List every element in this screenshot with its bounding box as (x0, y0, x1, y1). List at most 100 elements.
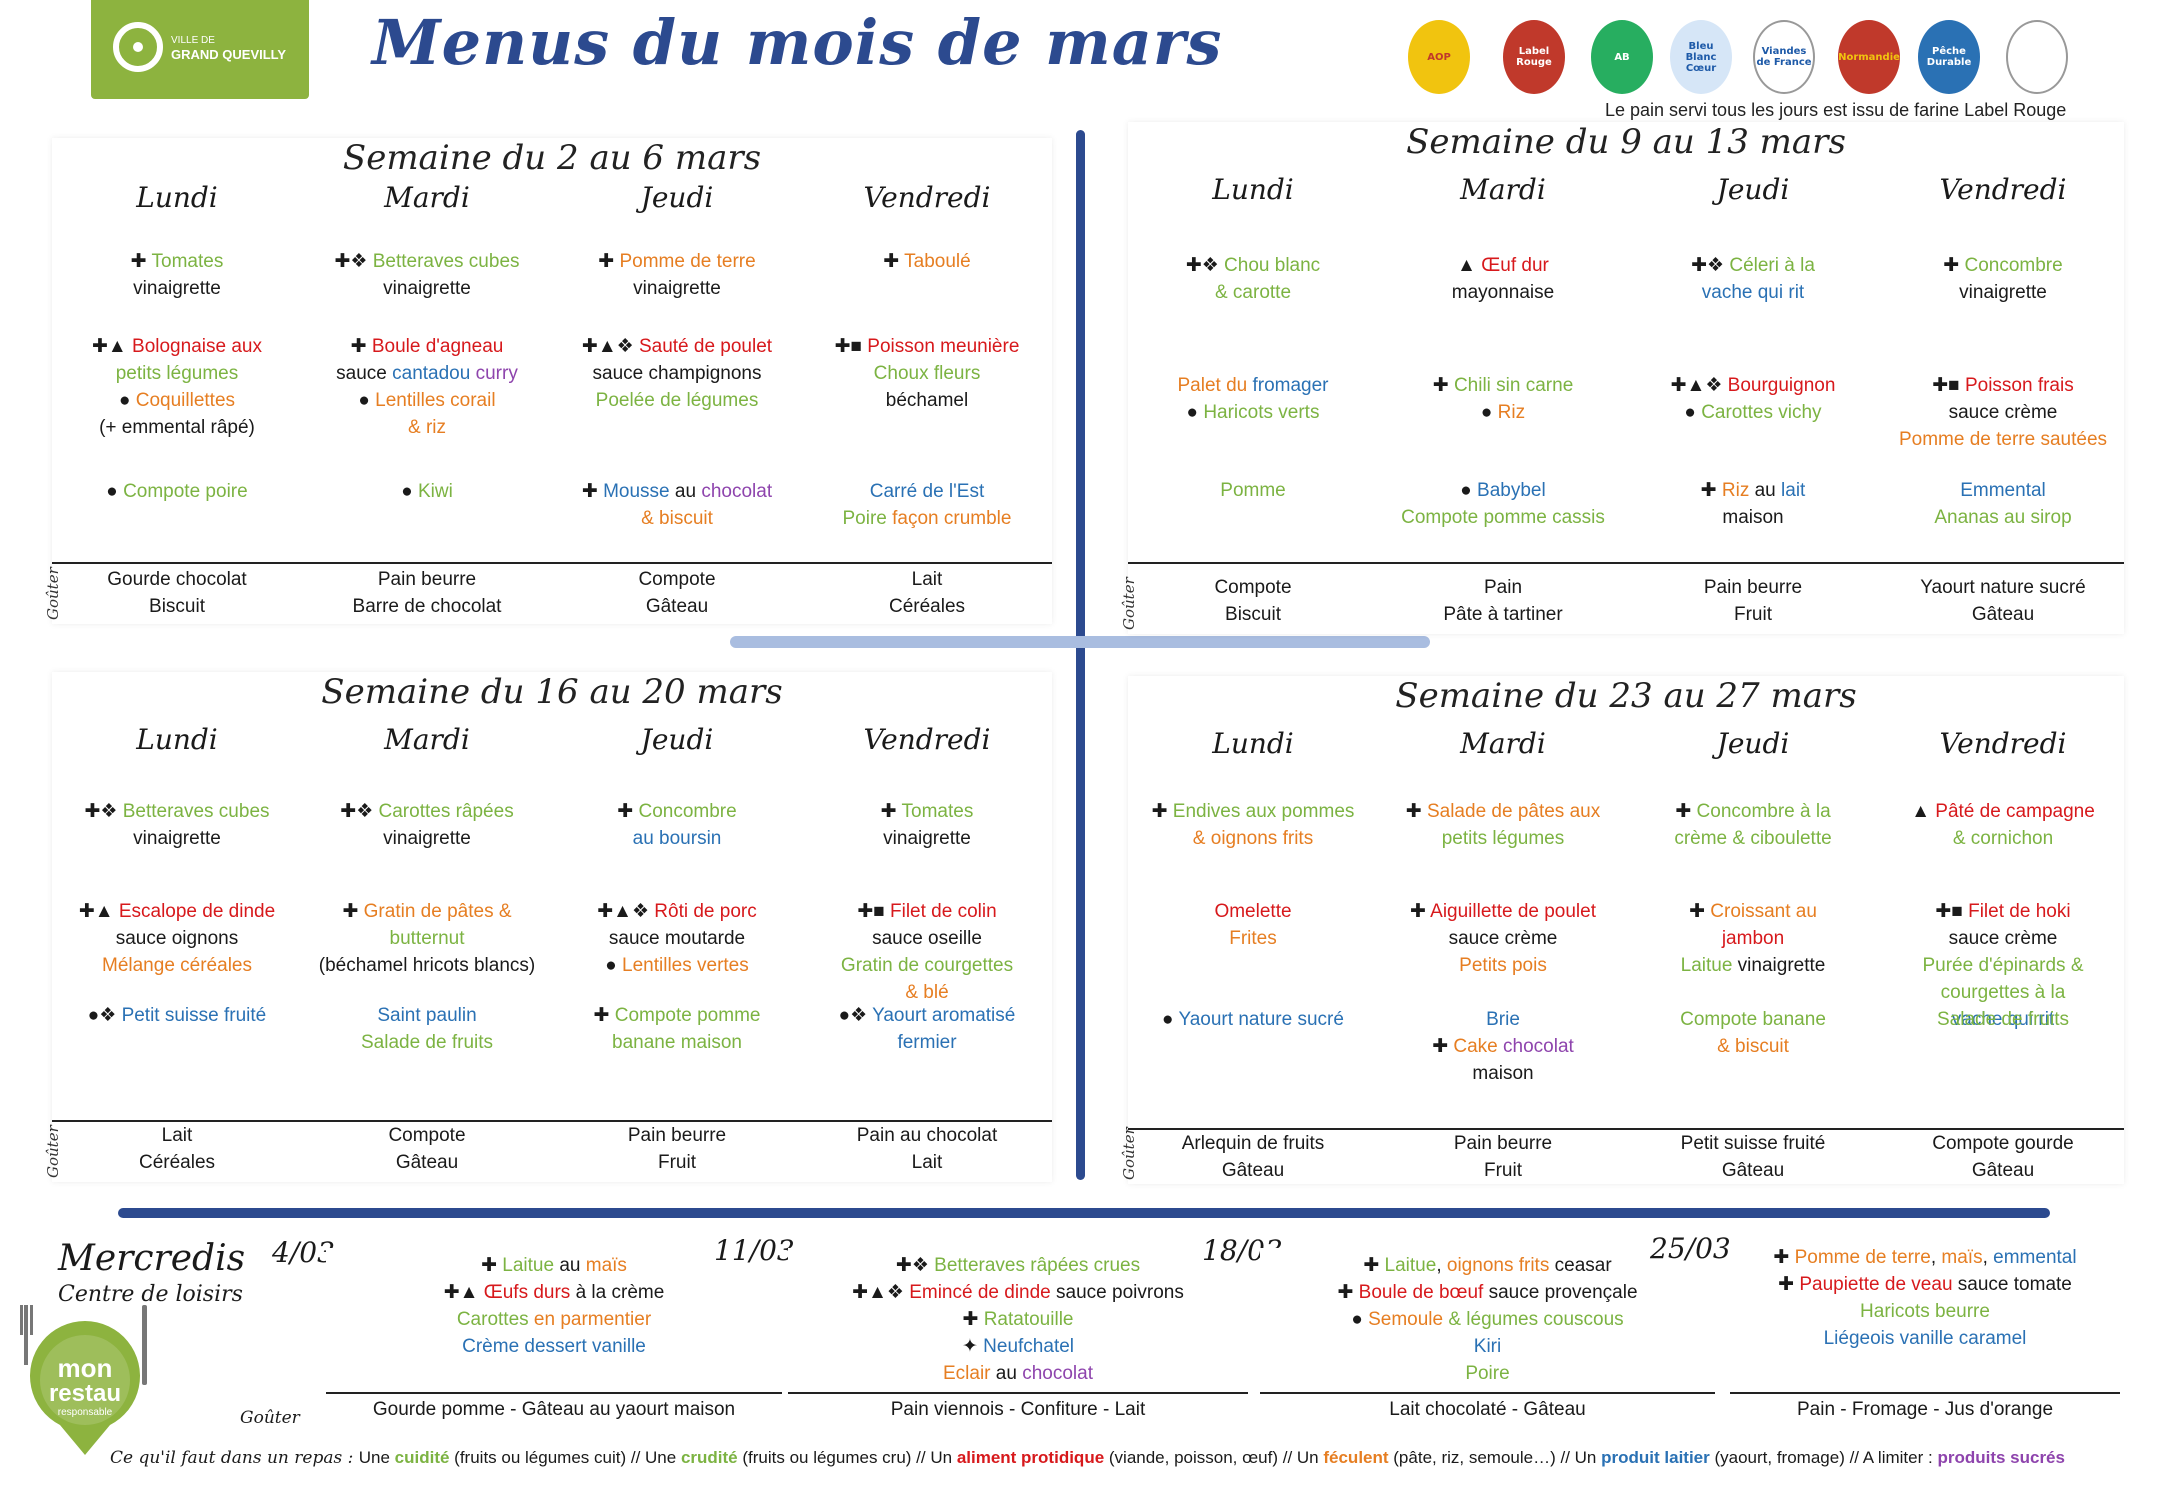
menu-text: ▲ (1911, 801, 1936, 822)
gouter-cell: Compote Gâteau (302, 1122, 552, 1176)
menu-text: crème & ciboulette (1674, 828, 1832, 849)
menu-text: emmental (1993, 1247, 2077, 1268)
gouter-item: Barre de chocolat (352, 596, 502, 617)
menu-text: lait (1781, 480, 1806, 501)
plat-line: Omelette (1128, 898, 1378, 925)
menu-text: Riz (1721, 480, 1750, 501)
menu-text: Gratin de courgettes (840, 955, 1014, 976)
mercredi-line: ✚❖ Betteraves râpées crues (788, 1252, 1248, 1279)
entree-line: & oignons frits (1128, 825, 1378, 852)
menu-text: Rôti de porc (654, 901, 757, 922)
dessert-cell: ● Babybel Compote pomme cassis (1378, 477, 1628, 531)
ville-logo: VILLE DE GRAND QUEVILLY (91, 0, 309, 99)
day-column-jeudi: Jeudi ✚ Concombre au boursin ✚▲❖ Rôti de po… (552, 672, 802, 1182)
mercredi-line: ✚ Laitue au maïs (326, 1252, 782, 1279)
gouter-cell: Pain au chocolat Lait (802, 1122, 1052, 1176)
menu-text: ● (1480, 402, 1498, 423)
menu-text: mayonnaise (1451, 282, 1555, 303)
menu-text: ✦ (961, 1336, 984, 1357)
menu-text: Omelette (1214, 901, 1292, 922)
gouter-item: Fruit (1484, 1160, 1522, 1181)
mercredi-gouter: Gourde pomme - Gâteau au yaourt maison (372, 1399, 736, 1420)
plat-line: jambon (1628, 925, 1878, 952)
gouter-item: Gâteau (1721, 1160, 1785, 1181)
menu-text: ● (1460, 480, 1478, 501)
page-title: Menus du mois de mars (372, 6, 1223, 79)
menu-text: sauce poivrons (1050, 1282, 1184, 1303)
gouter-item: Lait (161, 1125, 193, 1146)
dessert-line: ●❖ Petit suisse fruité (52, 1002, 302, 1029)
plat-line: Choux fleurs (802, 360, 1052, 387)
gouter-cell: Compote Biscuit (1128, 574, 1378, 628)
dessert-line: Emmental (1878, 477, 2128, 504)
mercredi-line: Haricots beurre (1730, 1298, 2120, 1325)
menu-text: ● (358, 390, 376, 411)
gouter-item: Pain beurre (1453, 1133, 1553, 1154)
menu-text: maison (1472, 1063, 1534, 1084)
day-column-lundi: Lundi ✚ Endives aux pommes & oignons frits… (1128, 676, 1378, 1184)
gouter-label: Goûter (44, 1125, 62, 1178)
plat-line: ● Coquillettes (52, 387, 302, 414)
dessert-cell: ●❖ Yaourt aromatisé fermier (802, 1002, 1052, 1056)
entree-line: au boursin (552, 825, 802, 852)
dessert-line: & biscuit (1628, 1033, 1878, 1060)
entree-cell: ▲ Pâté de campagne & cornichon (1878, 798, 2128, 852)
menu-text: au (990, 1363, 1023, 1384)
menu-text: Œufs durs (483, 1282, 571, 1303)
dessert-line: ✚ Compote pomme (552, 1002, 802, 1029)
menu-text: chocolat (1497, 1036, 1574, 1057)
mercredi-line: ✚ Paupiette de veau sauce tomate (1730, 1271, 2120, 1298)
menu-text: Saint paulin (377, 1005, 477, 1026)
plat-line: ✚ Chili sin carne (1378, 372, 1628, 399)
gouter-cell: Gourde chocolat Biscuit (52, 566, 302, 620)
plat-cell: ✚ Chili sin carne ● Riz (1378, 372, 1628, 426)
menu-text: ✚▲ (443, 1282, 484, 1303)
entree-cell: ✚❖ Betteraves cubes vinaigrette (302, 248, 552, 302)
gouter-item: Céréales (138, 1152, 216, 1173)
menu-text: Poisson meunière (867, 336, 1020, 357)
gouter-cell: Pain beurre Fruit (552, 1122, 802, 1176)
plat-cell: ✚ Gratin de pâtes & butternut (béchamel hr… (302, 898, 552, 979)
entree-line: ✚ Endives aux pommes (1128, 798, 1378, 825)
menu-text: Ananas au sirop (1934, 507, 2072, 528)
menu-text: & riz (408, 417, 446, 438)
mercredi-menu: ✚ Pomme de terre, maïs, emmental ✚ Paupie… (1730, 1240, 2120, 1432)
plat-cell: ✚■ Poisson frais sauce crème Pomme de terr… (1878, 372, 2128, 453)
menu-text: ✚ (1410, 901, 1431, 922)
gouter-item: Gâteau (645, 596, 709, 617)
day-name: Vendredi (1939, 173, 2067, 206)
entree-cell: ✚❖ Chou blanc & carotte (1128, 252, 1378, 306)
label-rouge-icon: Label Rouge (1503, 20, 1565, 94)
plat-cell: ✚■ Filet de hoki sauce crème Purée d'épina… (1878, 898, 2128, 1033)
plat-cell: ✚▲ Escalope de dinde sauce oignons Mélange… (52, 898, 302, 979)
week-block: Semaine du 2 au 6 mars Lundi ✚ Tomates vina… (44, 138, 1052, 624)
day-name: Vendredi (863, 181, 991, 214)
ville-logo-icon (113, 22, 163, 72)
gouter-separator (788, 1392, 1248, 1394)
entree-cell: ✚ Concombre vinaigrette (1878, 252, 2128, 306)
entree-line: ✚❖ Betteraves cubes (52, 798, 302, 825)
menu-text: Cake (1453, 1036, 1498, 1057)
dessert-line: ● Compote poire (52, 478, 302, 505)
menu-text: Petit suisse fruité (121, 1005, 267, 1026)
menu-text: Babybel (1477, 480, 1546, 501)
menu-text: béchamel (885, 390, 969, 411)
dessert-line: ● Yaourt nature sucré (1128, 1006, 1378, 1033)
plat-line: Poelée de légumes (552, 387, 802, 414)
menu-text: vinaigrette (383, 828, 471, 849)
plat-line: Palet du fromager (1128, 372, 1378, 399)
day-column-vendredi: Vendredi ✚ Concombre vinaigrette ✚■ Poisson… (1878, 122, 2128, 634)
menu-text: butternut (389, 928, 465, 949)
viandes-de-france-icon: Viandes de France (1753, 20, 1815, 94)
menu-text: à la (1778, 255, 1815, 276)
menu-text: Brie (1486, 1009, 1520, 1030)
badge-line1: mon (58, 1353, 113, 1383)
mercredi-line: ✚ Laitue, oignons frits ceasar (1260, 1252, 1715, 1279)
day-column-vendredi: Vendredi ▲ Pâté de campagne & cornichon ✚■ … (1878, 676, 2128, 1184)
gouter-item: Fruit (658, 1152, 696, 1173)
menu-text: ● (118, 390, 136, 411)
menu-text: ✚❖ (84, 801, 123, 822)
mercredi-line: Carottes en parmentier (326, 1306, 782, 1333)
menu-text: Lentilles vertes (622, 955, 749, 976)
menu-text: Compote pomme (614, 1005, 761, 1026)
